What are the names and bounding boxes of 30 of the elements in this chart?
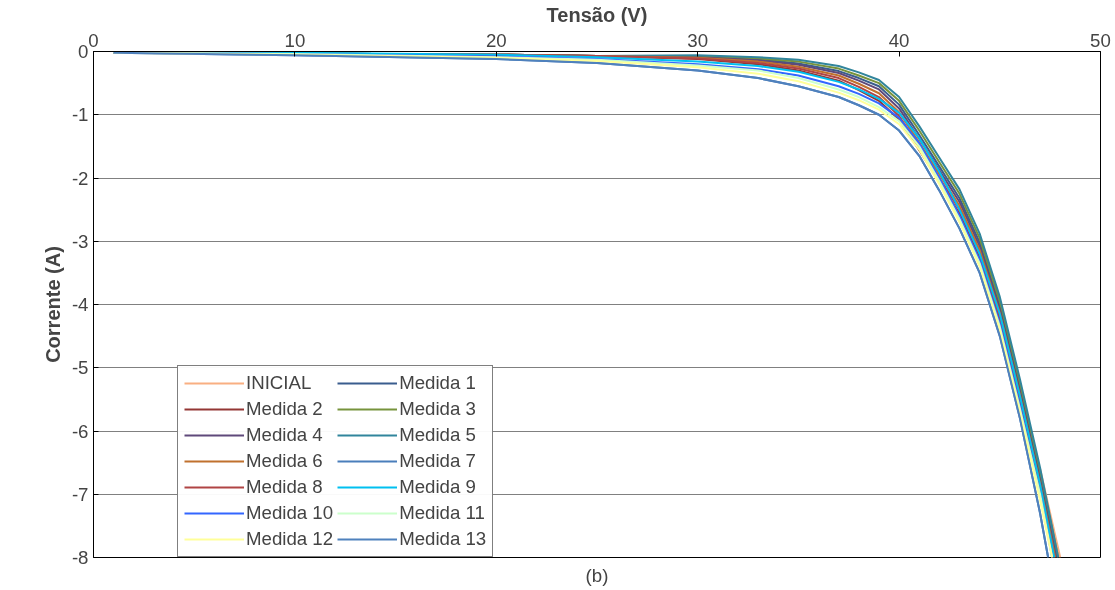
y-tick-label: -6 (71, 420, 89, 442)
legend-label: Medida 7 (399, 450, 476, 472)
x-axis-title: Tensão (V) (546, 3, 648, 26)
legend-label: Medida 3 (399, 398, 476, 420)
y-tick-label: -7 (71, 483, 89, 505)
legend-label: Medida 6 (246, 450, 323, 472)
x-tick-label: 10 (284, 29, 306, 51)
legend-label: Medida 8 (246, 476, 323, 498)
x-tick-label: 50 (1090, 29, 1111, 51)
y-tick-label: -1 (71, 104, 89, 126)
text: (b) (585, 564, 609, 586)
y-tick-label: -2 (71, 167, 89, 189)
legend-label: Medida 9 (399, 476, 476, 498)
y-tick-label: -3 (71, 230, 89, 252)
x-tick-label: 40 (888, 29, 910, 51)
legend-label: Medida 12 (246, 528, 334, 550)
legend-label: Medida 13 (399, 528, 487, 550)
y-tick-label: -8 (71, 547, 89, 568)
legend-label: Medida 4 (246, 424, 323, 446)
legend-label: Medida 5 (399, 424, 476, 446)
legend-label: Medida 1 (399, 372, 476, 394)
legend-label: INICIAL (246, 372, 312, 394)
y-tick-label: -5 (71, 357, 89, 379)
x-tick-label: 20 (485, 29, 507, 51)
legend-label: Medida 11 (399, 502, 485, 524)
legend-label: Medida 10 (246, 502, 334, 524)
y-tick-label: -4 (71, 294, 89, 315)
legend-label: Medida 2 (246, 398, 323, 420)
y-axis-title: Corrente (A) (41, 246, 64, 363)
x-tick-label: 30 (687, 29, 709, 51)
